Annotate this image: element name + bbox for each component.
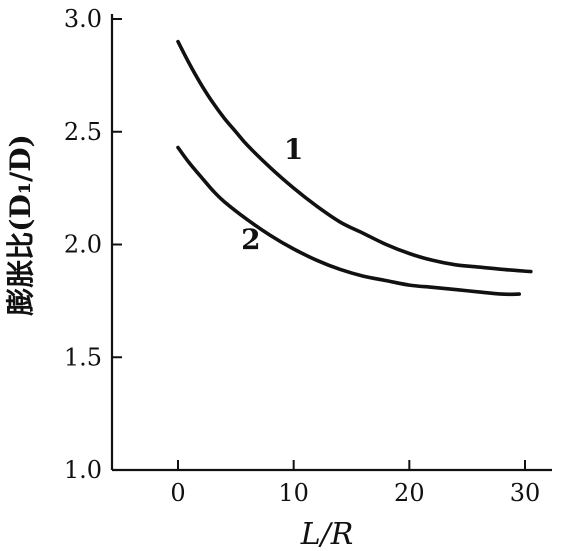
y-ticks: 1.0 1.5 2.0 2.5 3.0 bbox=[64, 5, 122, 484]
series-2-curve bbox=[176, 145, 521, 297]
y-tick-label: 2.5 bbox=[64, 118, 102, 146]
x-axis-label: L/R bbox=[300, 517, 354, 551]
x-tick-label: 30 bbox=[510, 479, 541, 507]
y-tick-label: 3.0 bbox=[64, 5, 102, 33]
y-axis-label: 膨胀比(D₁/D) bbox=[4, 134, 37, 317]
series-2-label: 2 bbox=[241, 223, 260, 256]
x-tick-label: 0 bbox=[170, 479, 185, 507]
y-tick-label: 1.0 bbox=[64, 456, 102, 484]
y-tick-label: 1.5 bbox=[64, 343, 102, 371]
x-tick-label: 20 bbox=[394, 479, 425, 507]
x-tick-label: 10 bbox=[278, 479, 309, 507]
x-ticks: 0 10 20 30 bbox=[170, 460, 540, 507]
series-curves bbox=[176, 39, 533, 297]
y-tick-label: 2.0 bbox=[64, 231, 102, 259]
series-1-label: 1 bbox=[284, 133, 303, 166]
series-1-curve bbox=[176, 39, 533, 274]
series-labels: 12 bbox=[241, 133, 303, 256]
axes bbox=[110, 14, 552, 472]
